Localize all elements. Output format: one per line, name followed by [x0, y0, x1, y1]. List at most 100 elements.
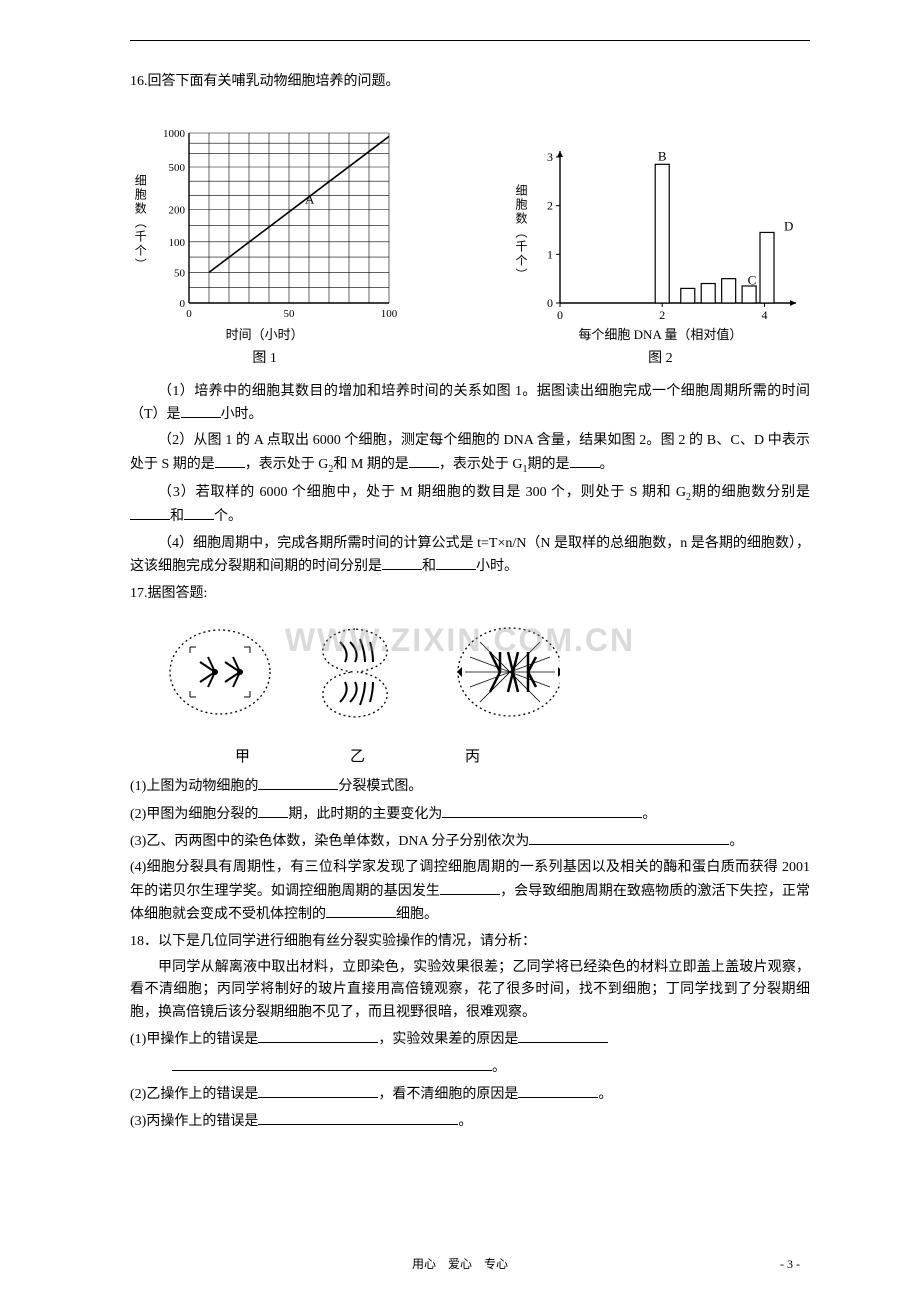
chart2-ylabel: 细胞数（千个）	[511, 184, 530, 282]
q17-p2: (2)甲图为细胞分裂的 期，此时期的主要变化为 。	[130, 803, 810, 826]
blank[interactable]	[529, 830, 729, 845]
chart1-xlabel: 时间（小时）	[226, 325, 304, 346]
q16-p1-b: 小时。	[221, 407, 263, 422]
svg-text:50: 50	[284, 308, 296, 320]
cell-label-b: 乙	[350, 745, 365, 769]
blank[interactable]	[258, 1083, 378, 1098]
q16-p3-b: 期的细胞数分别是	[691, 485, 810, 500]
page-number: - 3 -	[780, 1255, 800, 1274]
svg-text:0: 0	[557, 308, 563, 322]
q16-title: 16.回答下面有关哺乳动物细胞培养的问题。	[130, 71, 810, 93]
svg-text:1000: 1000	[163, 128, 186, 140]
q17-p1-b: 分裂模式图。	[338, 779, 422, 794]
svg-text:100: 100	[381, 308, 398, 320]
blank[interactable]	[258, 775, 338, 790]
chart1-block: 细胞数（千个） 50 100 200 500 1000 00 50 100 A 时间（小时） 图…	[130, 123, 399, 370]
blank[interactable]	[258, 803, 288, 818]
svg-text:A: A	[305, 192, 315, 207]
cell-caption-row: 甲 乙 丙	[235, 745, 810, 769]
chart2-xlabel: 每个细胞 DNA 量（相对值）	[578, 325, 742, 346]
chart2-block: 细胞数（千个） 0123024BCD 每个细胞 DNA 量（相对值） 图 2	[511, 143, 810, 370]
cell-svg	[160, 617, 560, 737]
q16-p2-e: 期的是	[528, 457, 570, 472]
blank[interactable]	[409, 453, 439, 468]
chart2-caption: 图 2	[648, 348, 673, 370]
blank[interactable]	[258, 1028, 378, 1043]
q18-title: 18．以下是几位同学进行细胞有丝分裂实验操作的情况，请分析：	[130, 931, 810, 953]
q16-p2: （2）从图 1 的 A 点取出 6000 个细胞，测定每个细胞的 DNA 含量，…	[130, 430, 810, 477]
svg-text:2: 2	[547, 199, 553, 213]
q16-p4: （4）细胞周期中，完成各期所需时间的计算公式是 t=T×n/N（N 是取样的总细…	[130, 533, 810, 579]
blank[interactable]	[382, 555, 422, 570]
svg-text:3: 3	[547, 150, 553, 164]
q17-p2-b: 期，此时期的主要变化为	[288, 807, 442, 822]
q18-p3-a: (3)丙操作上的错误是	[130, 1114, 258, 1129]
chart1-caption: 图 1	[252, 348, 277, 370]
q17-p1: (1)上图为动物细胞的 分裂模式图。	[130, 775, 810, 798]
blank[interactable]	[518, 1083, 598, 1098]
svg-text:500: 500	[169, 162, 186, 174]
q17-p2-c: 。	[642, 807, 656, 822]
cell-label-a: 甲	[235, 745, 250, 769]
q17-p4-c: 细胞。	[396, 907, 438, 922]
q17-p2-a: (2)甲图为细胞分裂的	[130, 807, 258, 822]
svg-text:0: 0	[186, 308, 192, 320]
q16-p3: （3）若取样的 6000 个细胞中，处于 M 期细胞的数目是 300 个，则处于…	[130, 482, 810, 529]
svg-text:B: B	[658, 149, 667, 164]
q16-p2-b: ，表示处于 G	[245, 457, 329, 472]
cell-figures: 甲 乙 丙	[160, 617, 810, 769]
q18-p1-line2: 。	[130, 1056, 810, 1079]
q17-p4: (4)细胞分裂具有周期性，有三位科学家发现了调控细胞周期的一系列基因以及相关的酶…	[130, 857, 810, 926]
blank[interactable]	[440, 880, 500, 895]
q16-p3-a: （3）若取样的 6000 个细胞中，处于 M 期细胞的数目是 300 个，则处于…	[158, 485, 686, 500]
q16-p3-d: 个。	[214, 509, 242, 524]
q18-intro: 甲同学从解离液中取出材料，立即染色，实验效果很差；乙同学将已经染色的材料立即盖上…	[130, 957, 810, 1024]
chart1-svg: 50 100 200 500 1000 00 50 100 A	[149, 123, 399, 323]
q18-p1: (1)甲操作上的错误是 ，实验效果差的原因是	[130, 1028, 810, 1051]
svg-text:1: 1	[547, 248, 553, 262]
q18-p3-b: 。	[458, 1114, 472, 1129]
blank[interactable]	[181, 403, 221, 418]
svg-text:2: 2	[659, 308, 665, 322]
q18-p1-c: 。	[492, 1060, 506, 1075]
blank[interactable]	[570, 453, 600, 468]
svg-text:200: 200	[169, 205, 186, 217]
blank[interactable]	[518, 1028, 608, 1043]
blank[interactable]	[326, 903, 396, 918]
q17-p3: (3)乙、丙两图中的染色体数，染色单体数，DNA 分子分别依次为 。	[130, 830, 810, 853]
q18-p2-c: 。	[598, 1087, 612, 1102]
svg-text:D: D	[784, 219, 793, 234]
q16-p2-d: ，表示处于 G	[439, 457, 523, 472]
blank[interactable]	[130, 505, 170, 520]
q16-p2-f: 。	[600, 457, 614, 472]
svg-text:50: 50	[174, 268, 186, 280]
svg-text:0: 0	[180, 298, 186, 310]
blank[interactable]	[172, 1056, 492, 1071]
chart1-ylabel: 细胞数（千个）	[130, 174, 149, 272]
q18-p2-b: ，看不清细胞的原因是	[378, 1087, 518, 1102]
q16-p3-c: 和	[170, 509, 184, 524]
blank[interactable]	[184, 505, 214, 520]
blank[interactable]	[442, 803, 642, 818]
q17-p1-a: (1)上图为动物细胞的	[130, 779, 258, 794]
q18-p1-b: ，实验效果差的原因是	[378, 1032, 518, 1047]
svg-text:4: 4	[761, 308, 767, 322]
q16-p4-b: 和	[422, 559, 436, 574]
chart2-svg: 0123024BCD	[530, 143, 810, 323]
q17-p3-b: 。	[729, 834, 743, 849]
q16-p4-c: 小时。	[476, 559, 518, 574]
blank[interactable]	[215, 453, 245, 468]
svg-text:100: 100	[169, 237, 186, 249]
q18-p2-a: (2)乙操作上的错误是	[130, 1087, 258, 1102]
q17-p3-a: (3)乙、丙两图中的染色体数，染色单体数，DNA 分子分别依次为	[130, 834, 529, 849]
cell-label-c: 丙	[465, 745, 480, 769]
blank[interactable]	[436, 555, 476, 570]
q17-title: 17.据图答题:	[130, 583, 810, 605]
blank[interactable]	[258, 1110, 458, 1125]
charts-row: 细胞数（千个） 5010020050010000050100A 时间（小时） 图…	[130, 123, 810, 370]
q18-p1-a: (1)甲操作上的错误是	[130, 1032, 258, 1047]
q16-p2-c: 和 M 期的是	[333, 457, 408, 472]
q18-p3: (3)丙操作上的错误是 。	[130, 1110, 810, 1133]
q18-p2: (2)乙操作上的错误是 ，看不清细胞的原因是 。	[130, 1083, 810, 1106]
q16-p1: （1）培养中的细胞其数目的增加和培养时间的关系如图 1。据图读出细胞完成一个细胞…	[130, 381, 810, 427]
